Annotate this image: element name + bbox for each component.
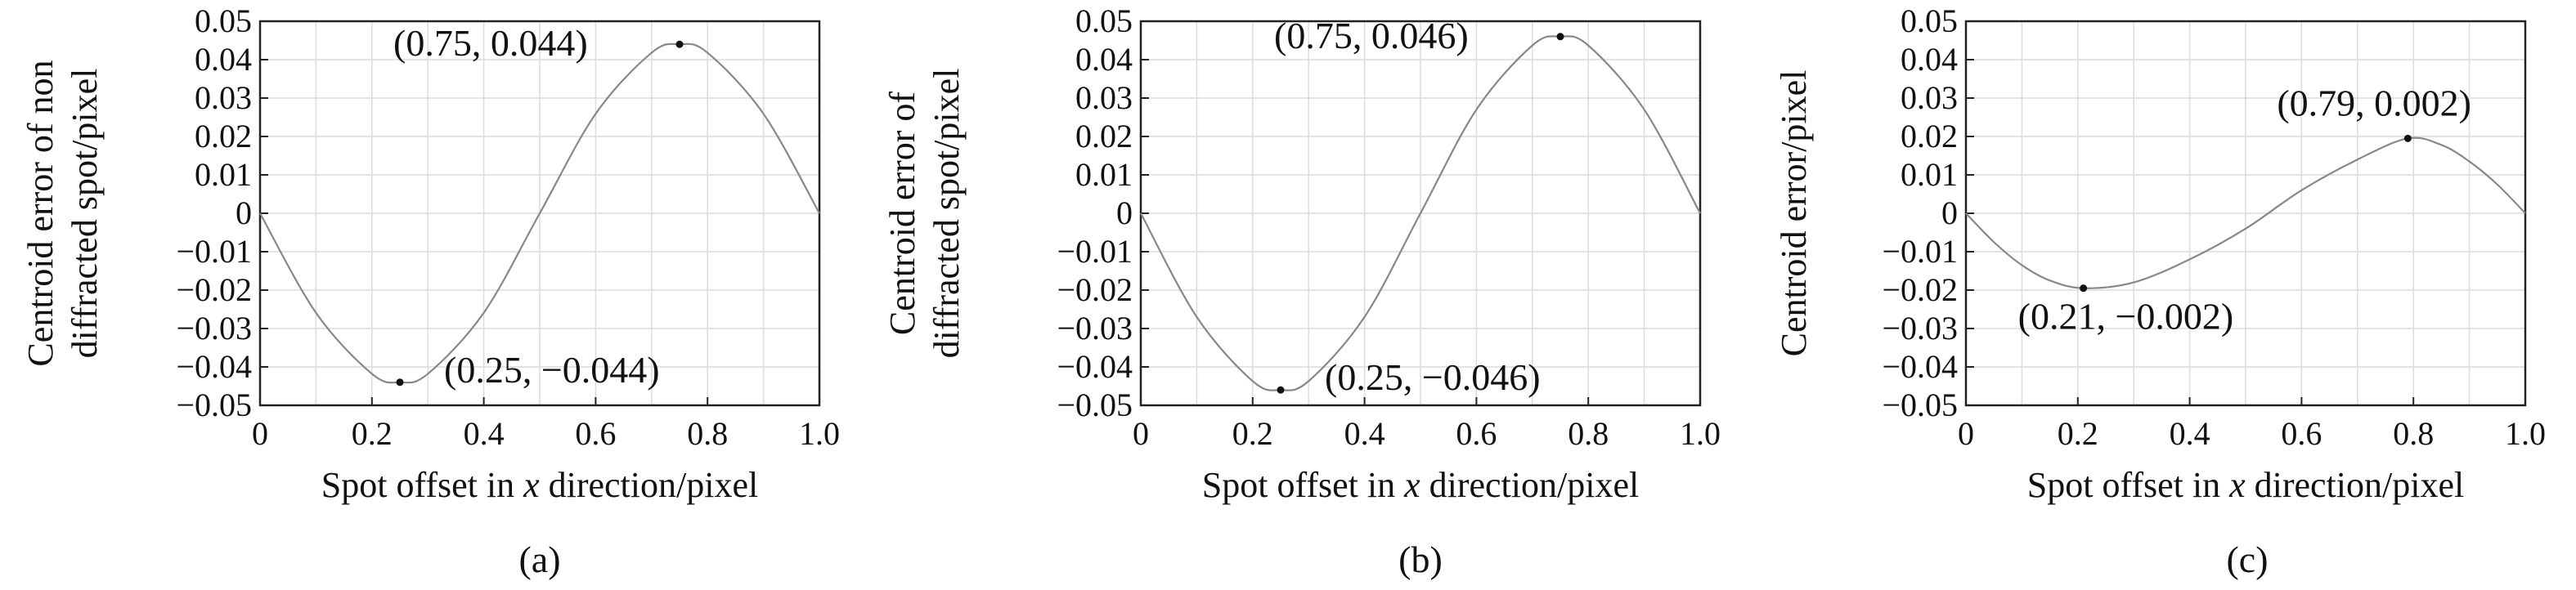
panel-caption: (c) (2226, 539, 2268, 580)
y-tick-label: 0.01 (1901, 156, 1958, 193)
y-tick-label: −0.03 (176, 310, 252, 346)
y-tick-label: 0.02 (1075, 118, 1133, 154)
y-axis-title: Centroid error of non (20, 60, 61, 366)
extremum-point (2403, 134, 2412, 142)
extremum-point (396, 378, 404, 387)
x-tick-label: 0.8 (687, 415, 728, 452)
x-tick-label: 0.8 (1568, 415, 1609, 452)
y-tick-label: −0.05 (1882, 387, 1958, 423)
x-axis-title-part: Spot offset in (1202, 465, 1404, 505)
x-axis-title-variable: x (523, 465, 540, 505)
y-tick-label: −0.05 (1057, 387, 1133, 423)
x-tick-label: 1.0 (1680, 415, 1721, 452)
point-annotation: (0.75, 0.044) (393, 22, 588, 64)
chart-panel: 0 0.2 0.4 0.6 0.8 1.0 −0.05−0.04−0.03−0.02−0.0… (1774, 2, 2546, 580)
y-tick-label: −0.01 (176, 233, 252, 270)
extremum-point (1556, 33, 1564, 41)
y-tick-label: 0.05 (1901, 2, 1958, 39)
x-axis-title-variable: x (2228, 465, 2246, 505)
x-axis-title: Spot offset in x direction/pixel (321, 465, 758, 505)
y-tick-label: 0.04 (1075, 41, 1133, 78)
series-line (1965, 136, 2526, 289)
y-axis-title: diffracted spot/pixel (927, 69, 967, 359)
x-tick-label: 0.8 (2393, 415, 2434, 452)
y-tick-label: −0.04 (1882, 348, 1958, 385)
x-axis-title-part: Spot offset in (321, 465, 523, 505)
y-tick-label: −0.01 (1882, 233, 1958, 270)
y-tick-label: 0.04 (195, 41, 252, 78)
series-line (1140, 35, 1701, 391)
x-tick-label: 0.2 (1232, 415, 1273, 452)
y-tick-label: 0.02 (1901, 118, 1958, 154)
x-tick-label: 0 (1958, 415, 1974, 452)
x-axis-title-part: Spot offset in (2027, 465, 2229, 505)
y-tick-label: −0.04 (1057, 348, 1133, 385)
x-tick-label: 0 (1133, 415, 1149, 452)
x-tick-label: 0.6 (1456, 415, 1497, 452)
y-tick-label: −0.03 (1057, 310, 1133, 346)
y-tick-label: −0.02 (1882, 271, 1958, 308)
y-tick-label: −0.03 (1882, 310, 1958, 346)
y-tick-label: 0.02 (195, 118, 252, 154)
y-tick-label: 0.05 (195, 2, 252, 39)
x-tick-label: 1.0 (799, 415, 840, 452)
y-tick-label: −0.05 (176, 387, 252, 423)
x-tick-label: 0.6 (2281, 415, 2322, 452)
y-tick-label: 0 (236, 194, 252, 231)
y-tick-label: 0.03 (195, 79, 252, 116)
x-axis-title-variable: x (1403, 465, 1420, 505)
extremum-point (2080, 284, 2088, 293)
y-tick-label: 0.03 (1901, 79, 1958, 116)
series-line (259, 42, 820, 384)
y-tick-label: −0.04 (176, 348, 252, 385)
x-axis-title-part: direction/pixel (540, 465, 759, 505)
x-tick-label: 0.4 (2170, 415, 2210, 452)
x-tick-label: 0.2 (2058, 415, 2098, 452)
x-axis-title: Spot offset in x direction/pixel (2027, 465, 2464, 505)
y-tick-label: 0.04 (1901, 41, 1958, 78)
x-tick-label: 0.6 (575, 415, 616, 452)
chart-panel: 0 0.2 0.4 0.6 0.8 1.0 −0.05−0.04−0.03−0.02−0.0… (20, 2, 840, 580)
x-tick-label: 0.4 (464, 415, 505, 452)
y-axis-title: diffracted spot/pixel (65, 69, 105, 359)
y-tick-label: 0.01 (1075, 156, 1133, 193)
y-tick-label: −0.02 (1057, 271, 1133, 308)
point-annotation: (0.25, −0.046) (1325, 356, 1541, 398)
y-tick-label: 0.05 (1075, 2, 1133, 39)
y-tick-label: 0.03 (1075, 79, 1133, 116)
y-tick-label: −0.02 (176, 271, 252, 308)
x-tick-label: 1.0 (2505, 415, 2546, 452)
point-annotation: (0.21, −0.002) (2018, 296, 2234, 337)
extremum-point (1277, 386, 1285, 394)
y-tick-label: −0.01 (1057, 233, 1133, 270)
extremum-point (675, 40, 684, 48)
point-annotation: (0.75, 0.046) (1274, 15, 1469, 56)
x-tick-label: 0 (252, 415, 268, 452)
x-tick-label: 0.4 (1344, 415, 1385, 452)
chart-panel: 0 0.2 0.4 0.6 0.8 1.0 −0.05−0.04−0.03−0.02−0.0… (882, 2, 1721, 580)
panel-caption: (a) (518, 539, 560, 580)
y-tick-label: 0 (1941, 194, 1958, 231)
x-axis-title: Spot offset in x direction/pixel (1202, 465, 1639, 505)
x-axis-title-part: direction/pixel (1420, 465, 1640, 505)
y-tick-label: 0.01 (195, 156, 252, 193)
point-annotation: (0.79, 0.002) (2277, 82, 2471, 123)
y-axis-title: Centroid error of (882, 92, 922, 335)
y-axis-title: Centroid error/pixel (1774, 70, 1814, 357)
y-tick-label: 0 (1116, 194, 1133, 231)
panel-caption: (b) (1398, 539, 1443, 580)
x-tick-label: 0.2 (352, 415, 393, 452)
x-axis-title-part: direction/pixel (2246, 465, 2465, 505)
point-annotation: (0.25, −0.044) (444, 349, 660, 391)
